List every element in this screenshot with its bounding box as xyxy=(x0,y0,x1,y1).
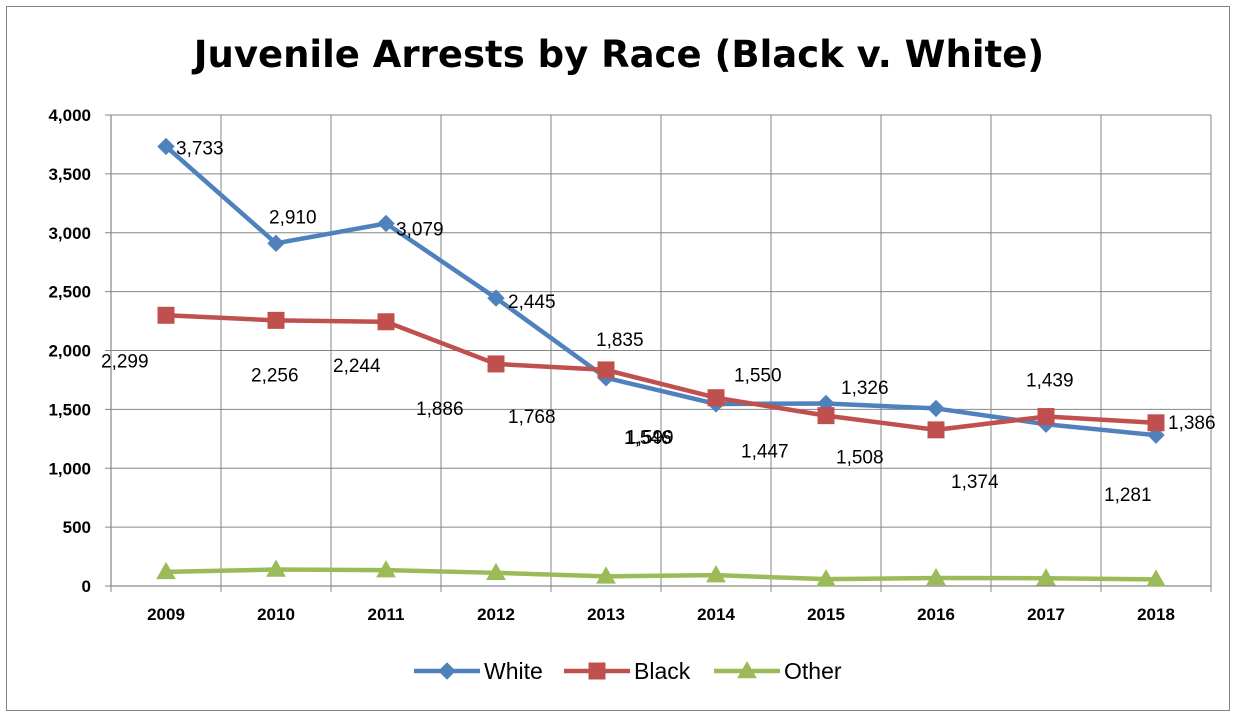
data-label-white: 2,910 xyxy=(269,207,317,228)
x-tick-label: 2018 xyxy=(1137,605,1175,624)
data-point-other xyxy=(1036,568,1056,586)
y-tick-label: 0 xyxy=(82,577,91,596)
data-point-black xyxy=(157,306,175,324)
data-labels: 3,733 2,910 3,079 2,445 1,768 1,546 1,550 1,508… xyxy=(101,138,1216,506)
data-point-white xyxy=(267,234,285,253)
data-label-black: 1,599 xyxy=(626,428,674,449)
data-point-white xyxy=(377,214,395,233)
data-label-black: 1,439 xyxy=(1026,371,1074,392)
data-point-other xyxy=(706,565,726,583)
chart-title: Juvenile Arrests by Race (Black v. White… xyxy=(191,33,1044,76)
data-label-white: 3,079 xyxy=(396,219,444,240)
data-label-white: 1,550 xyxy=(734,365,782,386)
legend-label-other: Other xyxy=(784,658,842,684)
data-label-white: 1,546 xyxy=(624,428,672,449)
data-label-white: 3,733 xyxy=(176,138,224,159)
series-layer xyxy=(156,137,1166,587)
data-label-black: 1,447 xyxy=(741,442,789,463)
data-point-black xyxy=(1037,408,1055,426)
y-tick-label: 500 xyxy=(63,518,91,537)
data-point-white xyxy=(157,137,175,156)
y-tick-label: 3,500 xyxy=(48,165,91,184)
grid xyxy=(111,114,1212,586)
data-point-white xyxy=(927,399,945,418)
y-tick-label: 2,500 xyxy=(48,283,91,302)
x-tick-label: 2010 xyxy=(257,605,295,624)
legend-marker-white xyxy=(438,662,456,680)
chart-frame: Juvenile Arrests by Race (Black v. White… xyxy=(6,6,1230,711)
data-point-other xyxy=(156,561,176,580)
data-label-black: 2,299 xyxy=(101,351,149,372)
data-point-other xyxy=(486,562,506,581)
data-label-white: 1,281 xyxy=(1104,485,1152,506)
data-label-black: 1,386 xyxy=(1168,413,1216,434)
x-tick-label: 2017 xyxy=(1027,605,1065,624)
data-point-other xyxy=(816,569,836,587)
x-tick-label: 2011 xyxy=(368,605,405,624)
data-point-black xyxy=(707,389,725,407)
data-point-other xyxy=(376,560,396,578)
data-point-black xyxy=(597,361,615,379)
data-point-other xyxy=(596,566,616,584)
line-chart: Juvenile Arrests by Race (Black v. White… xyxy=(48,33,1216,684)
data-point-other xyxy=(926,567,946,586)
legend-marker-black xyxy=(588,662,606,680)
axes: 0 500 1,000 1,500 2,000 2,500 3,000 3,500 4,000 2… xyxy=(48,106,1212,624)
legend-entry-black: Black xyxy=(564,658,691,684)
series-line-other xyxy=(165,567,1157,582)
data-point-black xyxy=(817,407,835,425)
legend-marker-other xyxy=(737,660,757,679)
data-point-black xyxy=(1147,414,1165,432)
x-tick-label: 2009 xyxy=(147,605,185,624)
x-tick-label: 2016 xyxy=(917,605,955,624)
data-label-black: 1,835 xyxy=(596,330,644,351)
x-tick-label: 2014 xyxy=(697,605,735,624)
data-point-other xyxy=(1146,569,1166,587)
legend-entry-other: Other xyxy=(714,658,842,684)
data-label-white: 1,374 xyxy=(951,472,999,493)
data-point-black xyxy=(487,355,505,373)
data-point-white xyxy=(487,289,505,307)
legend-label-black: Black xyxy=(634,658,691,684)
series-line-black xyxy=(165,313,1157,433)
data-point-black xyxy=(377,313,395,331)
legend-label-white: White xyxy=(484,658,543,684)
data-label-white: 1,768 xyxy=(508,407,556,428)
data-label-white: 2,445 xyxy=(508,292,556,313)
x-tick-label: 2015 xyxy=(807,605,845,624)
legend: White Black Other xyxy=(414,658,842,684)
y-tick-label: 3,000 xyxy=(48,224,91,243)
data-point-black xyxy=(927,421,945,439)
y-tick-label: 1,000 xyxy=(48,459,91,478)
series-line-white xyxy=(164,144,1157,438)
y-tick-label: 1,500 xyxy=(48,400,91,419)
x-tick-label: 2013 xyxy=(587,605,625,624)
data-label-white: 1,508 xyxy=(836,447,884,468)
data-label-black: 2,256 xyxy=(251,365,299,386)
data-label-black: 2,244 xyxy=(333,356,381,377)
data-point-black xyxy=(267,311,285,329)
data-label-black: 1,326 xyxy=(841,378,889,399)
y-tick-label: 2,000 xyxy=(48,342,91,361)
y-tick-label: 4,000 xyxy=(48,106,91,125)
legend-entry-white: White xyxy=(414,658,543,684)
x-tick-label: 2012 xyxy=(477,605,515,624)
data-point-other xyxy=(266,559,286,577)
data-label-black: 1,886 xyxy=(416,399,464,420)
